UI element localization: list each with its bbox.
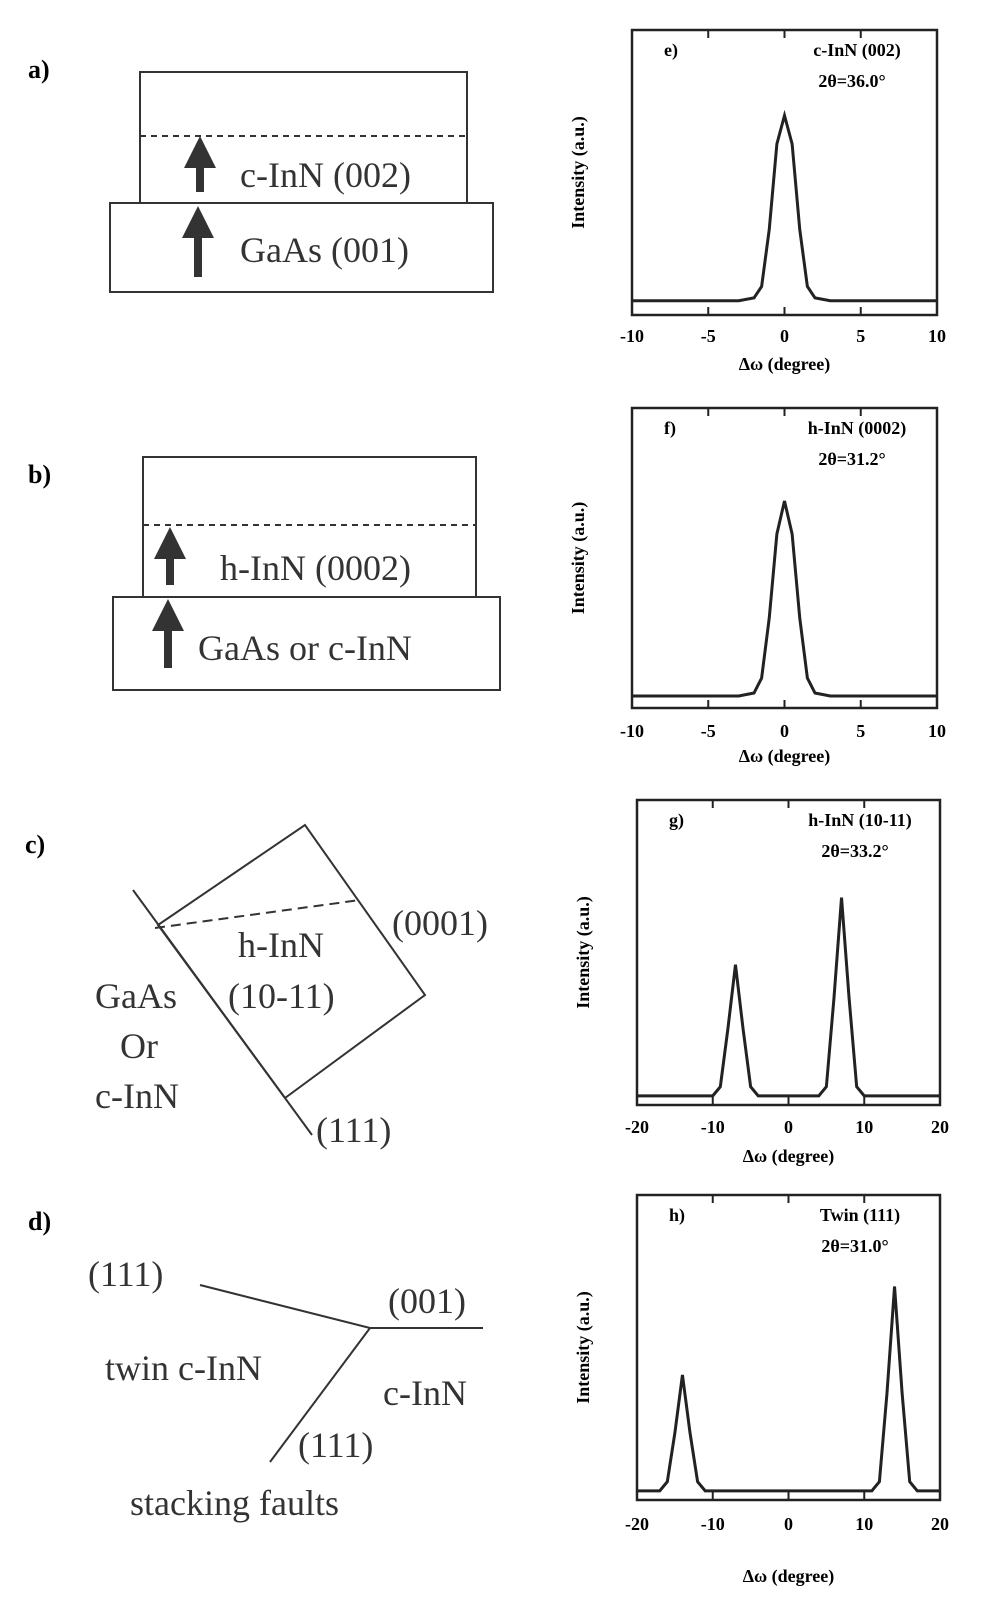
annotation: Twin (111) — [820, 1205, 900, 1226]
chart: -10 -5 0 5 10 Δω (degree) Intensity (a.u.) e) c-… — [568, 30, 946, 375]
panel-label: d) — [28, 1207, 51, 1236]
plot-frame — [637, 800, 940, 1105]
plot-frame — [632, 30, 937, 315]
x-tick-label: 0 — [784, 1514, 793, 1534]
panel-label: a) — [28, 55, 50, 84]
diagram-c: c) (0001) h-InN (10-11) GaAs Or c-InN (1… — [25, 825, 488, 1150]
x-axis-label: Δω (degree) — [743, 1566, 835, 1587]
x-axis-label: Δω (degree) — [739, 354, 831, 375]
x-tick-label: -10 — [620, 326, 644, 346]
substrate-label: Or — [120, 1026, 158, 1066]
x-tick-label: -5 — [701, 326, 716, 346]
x-tick-label: -10 — [701, 1117, 725, 1137]
x-tick-label: 10 — [855, 1514, 873, 1534]
curve — [637, 1287, 940, 1491]
annotation: 2θ=31.0° — [821, 1236, 888, 1256]
x-tick-label: 10 — [855, 1117, 873, 1137]
x-tick-label: 10 — [928, 326, 946, 346]
x-tick-label: -5 — [701, 721, 716, 741]
diagram-d: d) (111) (001) twin c-InN c-InN (111) st… — [28, 1207, 483, 1523]
diagram-b: b) h-InN (0002) GaAs or c-InN — [28, 457, 500, 690]
caption: stacking faults — [130, 1483, 339, 1523]
x-tick-label: 20 — [931, 1514, 949, 1534]
plot-frame — [637, 1195, 940, 1500]
panel-label: c) — [25, 830, 45, 859]
x-tick-label: 0 — [780, 721, 789, 741]
y-axis-label: Intensity (a.u.) — [568, 116, 589, 229]
layer-label: GaAs (001) — [240, 230, 409, 270]
curve — [632, 116, 937, 301]
x-axis-label: Δω (degree) — [739, 746, 831, 767]
y-axis-label: Intensity (a.u.) — [573, 896, 594, 1009]
x-tick-label: 5 — [856, 721, 865, 741]
annotation: h-InN (0002) — [808, 418, 907, 439]
panel-label: h) — [669, 1205, 685, 1226]
x-tick-label: -10 — [701, 1514, 725, 1534]
plane-label: (111) — [316, 1110, 391, 1150]
layer-label: h-InN (0002) — [220, 548, 411, 588]
chart: -20 -10 0 10 20 Δω (degree) Intensity (a.u.) g)… — [573, 800, 949, 1167]
x-tick-label: 20 — [931, 1117, 949, 1137]
panel-label: g) — [669, 810, 684, 831]
plot-frame — [632, 408, 937, 708]
region-label: c-InN — [383, 1373, 467, 1413]
chart: -20 -10 0 10 20 Δω (degree) Intensity (a.u.) h)… — [573, 1195, 949, 1587]
annotation: 2θ=36.0° — [818, 71, 885, 91]
figure: a) c-InN (002) GaAs (001) b) h-InN (0002… — [0, 0, 983, 1613]
layer-label: (10-11) — [228, 976, 335, 1016]
plane-label: (111) — [298, 1425, 373, 1465]
x-tick-label: 5 — [856, 326, 865, 346]
layer-label: GaAs or c-InN — [198, 628, 412, 668]
x-tick-label: 0 — [780, 326, 789, 346]
y-axis-label: Intensity (a.u.) — [568, 502, 589, 615]
layer-label: h-InN — [238, 925, 324, 965]
x-tick-label: 0 — [784, 1117, 793, 1137]
substrate-label: GaAs — [95, 976, 177, 1016]
region-label: twin c-InN — [105, 1348, 262, 1388]
curve — [632, 501, 937, 696]
plane-label: (001) — [388, 1281, 466, 1321]
substrate-label: c-InN — [95, 1076, 179, 1116]
layer-label: c-InN (002) — [240, 155, 411, 195]
plane-label: (111) — [88, 1254, 163, 1294]
panel-label: f) — [664, 418, 676, 439]
panel-label: b) — [28, 460, 51, 489]
annotation: h-InN (10-11) — [808, 810, 912, 831]
plane-label: (0001) — [392, 903, 488, 943]
annotation: c-InN (002) — [813, 40, 901, 61]
chart: -10 -5 0 5 10 Δω (degree) Intensity (a.u.) f) h-… — [568, 408, 946, 767]
annotation: 2θ=31.2° — [818, 449, 885, 469]
annotation: 2θ=33.2° — [821, 841, 888, 861]
x-tick-label: -20 — [625, 1514, 649, 1534]
x-axis-label: Δω (degree) — [743, 1146, 835, 1167]
y-axis-label: Intensity (a.u.) — [573, 1291, 594, 1404]
x-tick-label: -10 — [620, 721, 644, 741]
x-tick-label: 10 — [928, 721, 946, 741]
plane — [155, 900, 360, 928]
x-tick-label: -20 — [625, 1117, 649, 1137]
panel-label: e) — [664, 40, 678, 61]
diagram-a: a) c-InN (002) GaAs (001) — [28, 55, 493, 292]
curve — [637, 898, 940, 1096]
